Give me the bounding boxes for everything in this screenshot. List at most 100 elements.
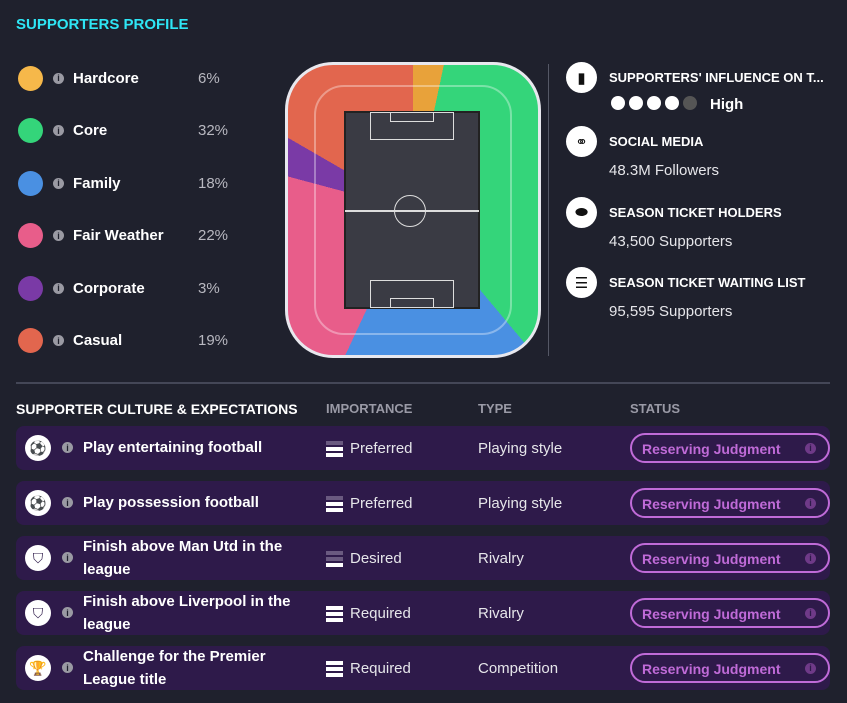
divider — [548, 64, 549, 356]
pitch — [344, 111, 480, 309]
info-icon[interactable]: i — [62, 497, 73, 508]
segment-fair-weather[interactable]: i Fair Weather 22% — [18, 223, 228, 248]
ticket-icon: ⬬ — [566, 197, 597, 228]
expectation-name: Play possession football — [83, 494, 259, 511]
importance-bars-icon — [326, 495, 343, 512]
culture-title: SUPPORTER CULTURE & EXPECTATIONS — [16, 401, 298, 417]
importance: Desired — [326, 550, 402, 567]
expectation-row[interactable]: ⛉ i Finish above Man Utd in the league D… — [16, 536, 830, 580]
expectation-type: Rivalry — [478, 550, 524, 567]
rating-dot — [611, 96, 625, 110]
list-icon: ☰ — [566, 267, 597, 298]
segment-hardcore[interactable]: i Hardcore 6% — [18, 65, 220, 91]
info-icon[interactable]: i — [53, 282, 64, 294]
social-value: 48.3M Followers — [609, 162, 720, 179]
segment-label: Core — [73, 122, 108, 139]
expectation-name: Challenge for the Premier League title — [83, 648, 266, 688]
expectation-row[interactable]: 🏆 i Challenge for the Premier League tit… — [16, 646, 830, 690]
page-title: SUPPORTERS PROFILE — [16, 16, 189, 33]
segment-core[interactable]: i Core 32% — [18, 118, 228, 143]
segment-label: Casual — [73, 332, 123, 349]
social-label: SOCIAL MEDIA — [609, 134, 704, 149]
importance: Required — [326, 605, 411, 622]
info-icon[interactable]: i — [53, 72, 64, 84]
header-importance[interactable]: IMPORTANCE — [326, 401, 413, 416]
info-icon[interactable]: i — [53, 230, 64, 241]
info-icon[interactable]: i — [805, 443, 816, 454]
segment-color-dot — [18, 223, 43, 248]
info-icon[interactable]: i — [62, 442, 73, 453]
expectation-type: Rivalry — [478, 605, 524, 622]
segment-color-dot — [18, 118, 43, 143]
expectation-name: Finish above Man Utd in the league — [83, 538, 283, 578]
importance-bars-icon — [326, 440, 343, 457]
holders-value: 43,500 Supporters — [609, 233, 733, 250]
football-icon: ⚽ — [25, 435, 51, 461]
rating-dot — [683, 96, 697, 110]
importance: Required — [326, 660, 411, 677]
expectation-row[interactable]: ⛉ i Finish above Liverpool in the league… — [16, 591, 830, 635]
info-icon[interactable]: i — [62, 662, 73, 673]
importance: Preferred — [326, 495, 413, 512]
status-badge[interactable]: Reserving Judgment i — [630, 433, 830, 463]
info-icon[interactable]: i — [805, 553, 816, 564]
importance: Preferred — [326, 440, 413, 457]
influence-value: High — [710, 96, 744, 113]
info-icon[interactable]: i — [53, 177, 64, 189]
status-label: Reserving Judgment — [642, 606, 781, 622]
importance-label: Required — [350, 605, 411, 622]
status-label: Reserving Judgment — [642, 661, 781, 677]
segment-percent: 3% — [198, 279, 220, 297]
segment-family[interactable]: i Family 18% — [18, 170, 228, 196]
importance-bars-icon — [326, 550, 343, 567]
briefcase-icon: ▮ — [566, 62, 597, 93]
rating-dot — [647, 96, 661, 110]
waiting-value: 95,595 Supporters — [609, 303, 733, 320]
expectation-type: Playing style — [478, 440, 563, 457]
social-network-icon: ⚭ — [566, 126, 597, 157]
info-icon[interactable]: i — [53, 125, 64, 136]
info-icon[interactable]: i — [805, 608, 816, 619]
importance-label: Required — [350, 660, 411, 677]
segment-color-dot — [18, 328, 43, 353]
importance-label: Desired — [350, 550, 402, 567]
segment-percent: 22% — [198, 227, 229, 244]
segment-color-dot — [18, 170, 43, 196]
importance-label: Preferred — [350, 495, 413, 512]
segment-percent: 18% — [198, 174, 229, 192]
section-divider — [16, 382, 830, 384]
rating-dot — [629, 96, 643, 110]
segment-label: Fair Weather — [73, 227, 164, 244]
status-badge[interactable]: Reserving Judgment i — [630, 488, 830, 518]
info-icon[interactable]: i — [805, 663, 816, 674]
header-type[interactable]: TYPE — [478, 401, 512, 416]
segment-corporate[interactable]: i Corporate 3% — [18, 275, 220, 301]
segment-label: Corporate — [73, 279, 145, 297]
info-icon[interactable]: i — [62, 552, 73, 563]
status-badge[interactable]: Reserving Judgment i — [630, 653, 830, 683]
info-icon[interactable]: i — [53, 335, 64, 346]
segment-color-dot — [18, 275, 43, 301]
shield-icon: ⛉ — [25, 545, 51, 571]
status-label: Reserving Judgment — [642, 496, 781, 512]
header-status[interactable]: STATUS — [630, 401, 681, 416]
status-badge[interactable]: Reserving Judgment i — [630, 543, 830, 573]
info-icon[interactable]: i — [62, 607, 73, 618]
waiting-label: SEASON TICKET WAITING LIST — [609, 275, 806, 290]
expectation-type: Playing style — [478, 495, 563, 512]
expectation-row[interactable]: ⚽ i Play possession football Preferred P… — [16, 481, 830, 525]
holders-label: SEASON TICKET HOLDERS — [609, 205, 782, 220]
expectation-type: Competition — [478, 660, 559, 677]
importance-bars-icon — [326, 605, 343, 622]
segment-color-dot — [18, 65, 43, 91]
info-icon[interactable]: i — [805, 498, 816, 509]
segment-label: Family — [73, 174, 121, 192]
segment-percent: 32% — [198, 122, 229, 139]
status-badge[interactable]: Reserving Judgment i — [630, 598, 830, 628]
segment-percent: 6% — [198, 69, 220, 87]
football-icon: ⚽ — [25, 490, 51, 516]
stadium-supporter-map — [285, 62, 541, 358]
importance-label: Preferred — [350, 440, 413, 457]
segment-casual[interactable]: i Casual 19% — [18, 328, 228, 353]
expectation-row[interactable]: ⚽ i Play entertaining football Preferred… — [16, 426, 830, 470]
